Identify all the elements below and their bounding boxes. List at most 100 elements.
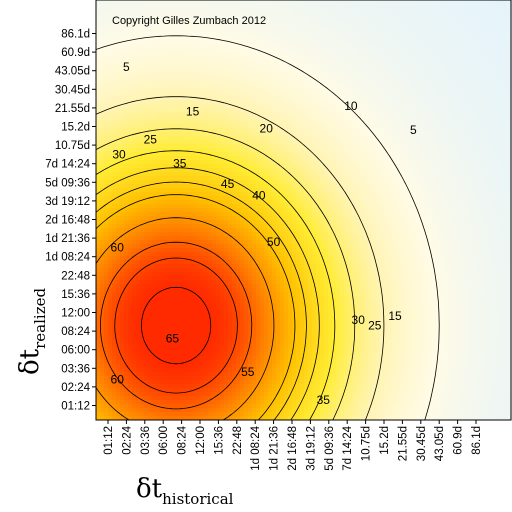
heatmap-cell <box>228 248 233 253</box>
heatmap-cell <box>268 72 273 77</box>
heatmap-cell <box>212 288 217 293</box>
heatmap-cell <box>144 344 149 349</box>
heatmap-cell <box>164 156 169 161</box>
heatmap-cell <box>160 276 165 281</box>
heatmap-cell <box>260 140 265 145</box>
heatmap-cell <box>236 372 241 377</box>
heatmap-cell <box>140 404 145 409</box>
heatmap-cell <box>192 28 197 33</box>
heatmap-cell <box>136 412 141 417</box>
heatmap-cell <box>260 408 265 413</box>
heatmap-cell <box>132 388 137 393</box>
heatmap-cell <box>140 20 145 25</box>
heatmap-cell <box>244 272 249 277</box>
heatmap-cell <box>236 324 241 329</box>
heatmap-cell <box>176 128 181 133</box>
heatmap-cell <box>216 0 221 5</box>
heatmap-cell <box>200 164 205 169</box>
heatmap-cell <box>260 8 265 13</box>
heatmap-cell <box>104 36 109 41</box>
heatmap-cell <box>244 128 249 133</box>
heatmap-cell <box>244 276 249 281</box>
heatmap-cell <box>268 48 273 53</box>
heatmap-cell <box>236 80 241 85</box>
heatmap-cell <box>280 8 285 13</box>
heatmap-cell <box>104 148 109 153</box>
heatmap-cell <box>152 216 157 221</box>
heatmap-cell <box>264 72 269 77</box>
heatmap-cell <box>196 284 201 289</box>
heatmap-cell <box>96 132 101 137</box>
heatmap-cell <box>224 264 229 269</box>
heatmap-cell <box>104 400 109 405</box>
heatmap-cell <box>188 324 193 329</box>
heatmap-cell <box>180 348 185 353</box>
heatmap-cell <box>176 68 181 73</box>
heatmap-cell <box>172 72 177 77</box>
heatmap-cell <box>252 288 257 293</box>
heatmap-cell <box>128 148 133 153</box>
heatmap-cell <box>196 252 201 257</box>
heatmap-cell <box>120 156 125 161</box>
heatmap-cell <box>228 336 233 341</box>
heatmap-cell <box>168 244 173 249</box>
heatmap-cell <box>172 32 177 37</box>
heatmap-cell <box>248 196 253 201</box>
heatmap-cell <box>204 240 209 245</box>
heatmap-cell <box>136 320 141 325</box>
heatmap-cell <box>256 156 261 161</box>
heatmap-cell <box>252 352 257 357</box>
heatmap-cell <box>280 12 285 17</box>
heatmap-cell <box>168 224 173 229</box>
heatmap-cell <box>228 412 233 417</box>
heatmap-cell <box>100 156 105 161</box>
heatmap-cell <box>108 148 113 153</box>
heatmap-cell <box>228 368 233 373</box>
heatmap-cell <box>112 376 117 381</box>
heatmap-cell <box>196 52 201 57</box>
heatmap-cell <box>200 140 205 145</box>
heatmap-cell <box>228 388 233 393</box>
heatmap-cell <box>136 52 141 57</box>
heatmap-cell <box>264 376 269 381</box>
heatmap-cell <box>96 240 101 245</box>
heatmap-cell <box>272 404 277 409</box>
heatmap-cell <box>132 308 137 313</box>
heatmap-cell <box>212 20 217 25</box>
heatmap-cell <box>188 200 193 205</box>
heatmap-cell <box>264 44 269 49</box>
heatmap-cell <box>248 376 253 381</box>
heatmap-cell <box>256 256 261 261</box>
heatmap-cell <box>140 104 145 109</box>
heatmap-cell <box>240 116 245 121</box>
heatmap-cell <box>192 176 197 181</box>
heatmap-cell <box>124 376 129 381</box>
heatmap-cell <box>232 244 237 249</box>
heatmap-cell <box>240 224 245 229</box>
heatmap-cell <box>196 180 201 185</box>
heatmap-cell <box>204 168 209 173</box>
heatmap-cell <box>96 396 101 401</box>
heatmap-cell <box>216 36 221 41</box>
heatmap-cell <box>188 0 193 5</box>
heatmap-cell <box>128 172 133 177</box>
heatmap-cell <box>200 60 205 65</box>
heatmap-cell <box>276 388 281 393</box>
heatmap-cell <box>164 80 169 85</box>
heatmap-cell <box>160 140 165 145</box>
heatmap-cell <box>148 280 153 285</box>
heatmap-cell <box>208 60 213 65</box>
heatmap-cell <box>224 320 229 325</box>
heatmap-cell <box>224 40 229 45</box>
heatmap-cell <box>248 180 253 185</box>
heatmap-cell <box>220 212 225 217</box>
heatmap-cell <box>276 348 281 353</box>
heatmap-cell <box>160 372 165 377</box>
heatmap-cell <box>180 140 185 145</box>
heatmap-cell <box>252 152 257 157</box>
heatmap-cell <box>120 132 125 137</box>
heatmap-cell <box>128 404 133 409</box>
heatmap-cell <box>264 152 269 157</box>
heatmap-cell <box>248 108 253 113</box>
heatmap-cell <box>148 172 153 177</box>
